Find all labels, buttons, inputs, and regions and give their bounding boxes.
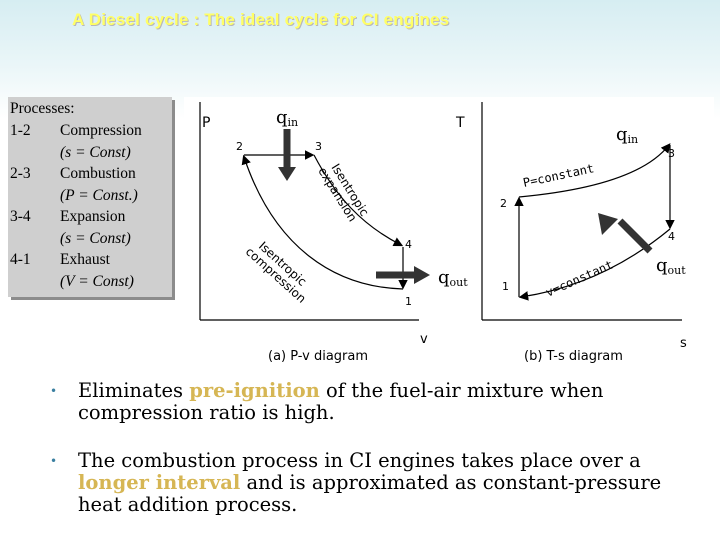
ts-qout-label: qout — [656, 255, 686, 277]
ts-point-1: 1 — [502, 280, 509, 293]
pv-y-axis-label: P — [202, 115, 210, 131]
ts-v-const-label: v=constant — [544, 258, 616, 300]
pv-qout-arrowhead — [414, 266, 430, 284]
bullet-1-text: Eliminates pre-ignition of the fuel-air … — [78, 379, 604, 424]
pv-qout-label: qout — [438, 267, 468, 289]
process-1-cond: (s = Const) — [60, 144, 131, 161]
ts-qin-label: qin — [616, 124, 638, 146]
ts-process-4-1 — [518, 228, 671, 301]
pv-process-1-2 — [241, 154, 404, 290]
process-2-num: 2-3 — [10, 165, 31, 182]
ts-caption: (b) T-s diagram — [524, 349, 623, 363]
pv-point-4: 4 — [405, 238, 412, 251]
ts-point-2: 2 — [500, 197, 507, 210]
ts-p-const-label: P=constant — [522, 161, 596, 190]
process-3-cond: (s = Const) — [60, 230, 131, 247]
process-2-cond: (P = Const.) — [60, 187, 138, 204]
processes-box: Processes: 1-2 Compression (s = Const) 2… — [8, 97, 172, 297]
pv-point-1: 1 — [405, 295, 412, 308]
bullet-1-highlight: pre-ignition — [189, 379, 320, 402]
ts-process-2-3 — [518, 143, 671, 198]
process-1-name: Compression — [60, 122, 142, 139]
pv-caption: (a) P-v diagram — [268, 349, 368, 363]
process-2-name: Combustion — [60, 165, 136, 182]
pv-qin-arrowhead — [278, 167, 296, 181]
process-3-name: Expansion — [60, 208, 126, 225]
ts-qout-arrow — [617, 218, 653, 254]
ts-point-4: 4 — [668, 230, 675, 243]
ts-y-axis-label: T — [455, 115, 465, 131]
bullet-2-marker: • — [50, 454, 58, 468]
processes-heading: Processes: — [10, 100, 75, 117]
slide-title: A Diesel cycle : The ideal cycle for CI … — [72, 10, 450, 29]
bullet-2-text: The combustion process in CI engines tak… — [78, 449, 662, 516]
bullet-1-marker: • — [50, 384, 58, 398]
process-4-name: Exhaust — [60, 251, 110, 268]
ts-x-axis-label: s — [680, 336, 687, 351]
pv-point-2: 2 — [236, 140, 243, 153]
process-1-num: 1-2 — [10, 122, 31, 139]
pv-point-3: 3 — [315, 140, 322, 153]
process-4-num: 4-1 — [10, 251, 31, 268]
pv-process-3-4 — [313, 154, 404, 247]
ts-point-3: 3 — [668, 147, 675, 160]
pv-qin-label: qin — [276, 107, 298, 129]
process-4-cond: (V = Const) — [60, 273, 134, 290]
ts-qout-arrowhead — [598, 213, 618, 235]
pv-x-axis-label: v — [420, 332, 428, 347]
process-3-num: 3-4 — [10, 208, 31, 225]
diesel-cycle-diagrams: P v 2 3 4 1 qin qout Isentropic expansio… — [199, 102, 687, 363]
diagram-panel: P v 2 3 4 1 qin qout Isentropic expansio… — [184, 97, 714, 363]
bullet-2-highlight: longer interval — [78, 471, 241, 494]
